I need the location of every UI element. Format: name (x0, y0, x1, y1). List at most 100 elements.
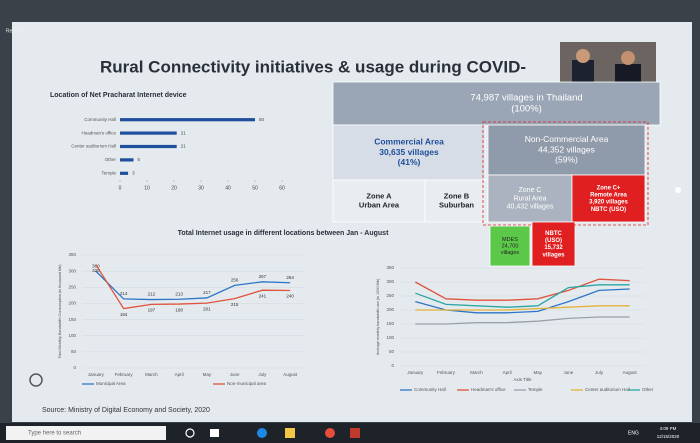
bar (120, 118, 255, 122)
x-tick-label: January (88, 372, 105, 377)
x-tick-label: 40 (225, 185, 231, 191)
series-line (415, 305, 630, 311)
data-label: 50 (259, 117, 265, 122)
data-label: 267 (259, 274, 267, 279)
x-tick-label: April (175, 372, 184, 377)
treemap-box (571, 174, 646, 223)
legend-label: Community Hall (414, 387, 446, 392)
y-tick-label: 50 (71, 349, 77, 354)
bar-chart: Location of Net Pracharat Internet devic… (50, 92, 285, 191)
taskbar: Type here to search ENG 4:09 PM 12/15/20… (0, 423, 700, 443)
legend-label: Non-municipal area (227, 381, 267, 386)
treemap-text: NBTC (USO) (591, 207, 626, 213)
task-view[interactable] (185, 428, 195, 438)
y-axis-title: Average monthly bandwidth use (in 1000 M… (376, 278, 380, 355)
legend-label: Temple (528, 387, 543, 392)
treemap-box (487, 124, 646, 176)
treemap-text: 24,700 (502, 243, 519, 249)
data-label: 212 (148, 292, 156, 297)
y-tick-label: 250 (68, 284, 76, 289)
treemap-text: Commercial Area (374, 137, 444, 147)
data-label: 5 (138, 157, 141, 162)
x-tick-label: 30 (198, 185, 204, 191)
data-label: 21 (181, 130, 187, 135)
x-tick-label: March (145, 372, 158, 377)
treemap-text: NBTC (545, 231, 562, 237)
treemap-text: Rural Area (513, 195, 546, 202)
x-tick-label: 0 (119, 185, 122, 191)
x-tick-label: March (470, 370, 483, 375)
chrome-icon[interactable] (325, 428, 335, 438)
explorer-icon[interactable] (285, 428, 295, 438)
x-tick-label: 10 (144, 185, 150, 191)
y-tick-label: 0 (391, 363, 394, 368)
data-label: 217 (203, 290, 211, 295)
x-tick-label: 20 (171, 185, 177, 191)
y-tick-label: 200 (68, 301, 76, 306)
x-tick-label: 50 (252, 185, 258, 191)
x-tick-label: April (503, 370, 512, 375)
treemap-box (531, 221, 576, 267)
y-axis-title: Total Monthly Bandwidth Consumption (in … (58, 264, 62, 359)
nav-icon[interactable] (29, 373, 43, 387)
treemap-box (332, 124, 486, 181)
treemap-text: (41%) (398, 157, 421, 167)
chart-title: Location of Net Pracharat Internet devic… (50, 92, 187, 99)
treemap-text: MDES (502, 237, 518, 243)
x-tick-label: May (534, 370, 543, 375)
treemap-text: 74,987 villages in Thailand (470, 92, 582, 103)
edge-icon[interactable] (257, 428, 267, 438)
treemap-text: 30,635 villages (379, 147, 439, 157)
data-label: 215 (231, 302, 239, 307)
camera-dot (675, 187, 681, 193)
data-label: 201 (203, 306, 211, 311)
treemap-text: villages (501, 250, 520, 256)
legend-label: Municipal Area (96, 381, 126, 386)
bar (120, 158, 134, 162)
search-box[interactable] (6, 426, 166, 440)
source: Source: Ministry of Digital Economy and … (42, 407, 210, 414)
bar (120, 144, 177, 149)
treemap-text: (USO) (545, 238, 562, 244)
data-label: 214 (120, 291, 128, 296)
data-label: 21 (181, 144, 187, 149)
dashed-outline (482, 121, 649, 226)
treemap-box (332, 81, 661, 126)
data-label: 198 (175, 307, 183, 312)
treemap-text: Remote Area (590, 192, 627, 198)
legend-label: Center auditorium Hall (585, 387, 630, 392)
series-line (95, 270, 291, 301)
y-tick-label: 150 (68, 317, 76, 322)
person-head (576, 49, 590, 63)
x-tick-label: January (407, 370, 424, 375)
treemap-text: Zone C (519, 187, 542, 194)
x-tick-label: July (595, 370, 604, 375)
y-tick-label: 50 (389, 349, 395, 354)
treemap-box (332, 179, 426, 223)
treemap-text: Zone B (444, 191, 470, 200)
language: ENG (628, 430, 639, 436)
app-icon[interactable] (210, 429, 219, 437)
series-line (415, 278, 630, 301)
bar (120, 171, 129, 175)
y-tick-label: 350 (386, 265, 394, 270)
slide-title: Rural Connectivity initiatives & usage d… (100, 57, 526, 76)
treemap-text: Non-Commercial Area (525, 134, 609, 144)
y-tick-label: 100 (386, 335, 394, 340)
y-tick-label: Community Hall (84, 117, 116, 122)
chart-title: Total Internet usage in different locati… (178, 230, 389, 237)
treemap-text: Urban Area (359, 200, 400, 209)
y-tick-label: 200 (386, 307, 394, 312)
treemap-text: villages (542, 252, 565, 258)
data-label: 256 (231, 278, 239, 283)
treemap-text: 15,732 (544, 245, 563, 251)
series-line (415, 316, 630, 325)
y-tick-label: 250 (386, 293, 394, 298)
data-label: 197 (148, 308, 156, 313)
x-axis-title: Axis Title (513, 377, 532, 382)
data-label: 184 (120, 312, 128, 317)
ppt-icon[interactable] (350, 428, 360, 438)
line-chart: Total Internet usage in different locati… (58, 230, 389, 386)
search-placeholder: Type here to search (28, 431, 81, 437)
